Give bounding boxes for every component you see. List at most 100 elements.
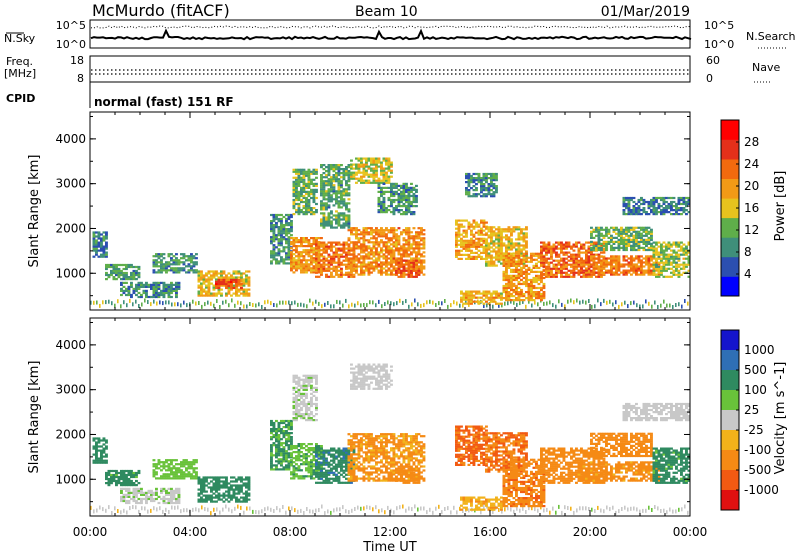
echo-cell <box>677 241 681 244</box>
echo-cell <box>652 245 656 248</box>
echo-cell <box>647 238 651 241</box>
echo-cell <box>410 261 413 264</box>
echo-cell <box>292 198 296 202</box>
echo-cell <box>390 273 393 276</box>
echo-cell <box>627 230 631 233</box>
echo-cell <box>422 237 426 240</box>
echo-cell <box>365 161 368 164</box>
echo-cell <box>585 251 588 254</box>
near-range-cell <box>315 299 317 304</box>
echo-cell <box>397 263 401 266</box>
echo-cell <box>195 271 198 274</box>
echo-cell <box>630 244 633 247</box>
echo-cell <box>462 247 466 250</box>
echo-cell <box>342 251 346 254</box>
echo-cell <box>657 251 661 254</box>
echo-cell <box>477 255 481 258</box>
echo-cell <box>377 157 381 160</box>
echo-cell <box>467 227 471 230</box>
echo-cell <box>182 267 186 270</box>
echo-cell <box>625 205 628 208</box>
echo-cell <box>372 259 376 262</box>
echo-cell <box>387 179 391 182</box>
echo-cell <box>307 172 311 175</box>
echo-cell <box>125 273 128 277</box>
echo-cell <box>375 263 378 266</box>
echo-cell <box>192 265 196 268</box>
echo-cell <box>347 216 351 219</box>
echo-cell <box>92 233 96 236</box>
echo-cell <box>190 255 193 258</box>
echo-cell <box>317 259 321 262</box>
echo-cell <box>275 246 278 249</box>
near-range-cell <box>303 303 305 308</box>
echo-cell <box>597 238 601 241</box>
echo-cell <box>327 174 331 177</box>
echo-cell <box>635 202 638 206</box>
echo-cell <box>347 251 351 254</box>
echo-cell <box>597 253 601 256</box>
echo-cell <box>115 267 118 271</box>
echo-cell <box>627 240 631 243</box>
echo-cell <box>462 229 466 232</box>
echo-cell <box>410 253 413 256</box>
echo-cell <box>470 298 473 301</box>
echo-cell <box>505 252 508 255</box>
echo-cell <box>272 213 276 217</box>
echo-cell <box>330 243 333 246</box>
echo-cell <box>402 263 406 266</box>
echo-cell <box>307 184 311 187</box>
echo-cell <box>155 259 158 262</box>
echo-cell <box>327 245 331 248</box>
echo-cell <box>590 257 593 260</box>
echo-cell <box>392 253 396 256</box>
echo-cell <box>402 205 406 208</box>
echo-cell <box>335 271 338 274</box>
echo-cell <box>520 299 523 302</box>
echo-cell <box>350 241 353 244</box>
echo-cell <box>405 227 408 230</box>
echo-cell <box>397 235 401 238</box>
echo-cell <box>640 234 643 237</box>
echo-cell <box>340 218 343 221</box>
echo-cell <box>362 245 366 248</box>
echo-cell <box>537 276 541 280</box>
echo-cell <box>402 247 406 250</box>
echo-cell <box>592 259 596 262</box>
echo-cell <box>350 273 353 276</box>
echo-cell <box>272 230 276 233</box>
echo-cell <box>360 163 363 166</box>
echo-cell <box>120 263 123 267</box>
echo-cell <box>115 273 118 277</box>
echo-cell <box>362 269 366 272</box>
echo-cell <box>362 241 366 244</box>
near-range-cell <box>201 505 203 510</box>
echo-cell <box>490 189 493 192</box>
echo-cell <box>367 261 371 264</box>
echo-cell <box>637 230 641 233</box>
near-range-cell <box>111 511 113 515</box>
echo-cell <box>175 271 178 274</box>
echo-cell <box>357 159 361 162</box>
echo-cell <box>490 240 493 243</box>
echo-cell <box>612 240 616 243</box>
echo-cell <box>247 282 251 285</box>
echo-cell <box>637 213 641 216</box>
echo-cell <box>495 189 498 192</box>
echo-cell <box>642 226 646 229</box>
echo-cell <box>680 198 683 202</box>
echo-cell <box>617 261 621 264</box>
echo-cell <box>340 243 343 246</box>
echo-cell <box>417 233 421 236</box>
echo-cell <box>367 271 371 274</box>
echo-cell <box>495 246 498 249</box>
echo-cell <box>470 237 473 240</box>
echo-cell <box>380 173 383 176</box>
echo-cell <box>602 243 606 246</box>
echo-cell <box>415 257 418 260</box>
echo-cell <box>360 181 363 184</box>
echo-cell <box>197 292 201 295</box>
echo-cell <box>367 265 371 268</box>
echo-cell <box>322 216 326 219</box>
echo-cell <box>650 200 653 204</box>
